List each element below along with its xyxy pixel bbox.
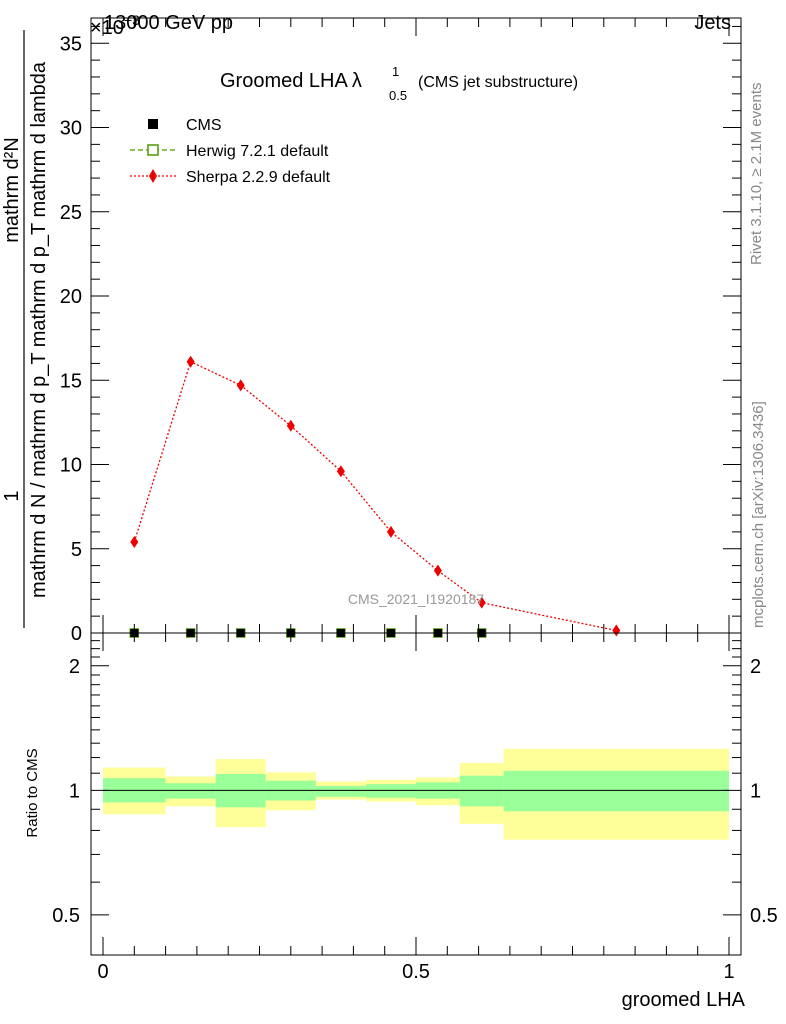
chart-title-sup: 1 (392, 64, 399, 79)
sherpa-point-1 (186, 355, 195, 368)
ratio-y-axis-label: Ratio to CMS (24, 748, 41, 837)
y-exponent-power: −3 (124, 12, 140, 28)
y-exponent-label: ×10−3 (90, 12, 140, 39)
ratio-ytick-label-left-2: 2 (69, 656, 80, 678)
ratio-xtick-label-0: 0 (97, 961, 108, 983)
sherpa-point-7 (477, 596, 486, 609)
main-ytick-label-6: 30 (60, 118, 82, 140)
ratio-ytick-label-right-0: 0.5 (750, 905, 778, 927)
mcplots-credit-label: mcplots.cern.ch [arXiv:1306.3436] (750, 401, 767, 628)
legend-label-sherpa: Sherpa 2.2.9 default (186, 169, 331, 186)
main-y-axis-label: 1 mathrm d²N mathrm d N / mathrm d p_T m… (1, 30, 50, 628)
ratio-xtick-label-2: 1 (723, 961, 734, 983)
ratio-band-inner-8 (503, 770, 729, 812)
y-exponent-base: ×10 (90, 17, 124, 39)
ratio-xtick-label-1: 0.5 (402, 961, 430, 983)
x-axis-label: groomed LHA (622, 989, 746, 1011)
main-ytick-label-5: 25 (60, 202, 82, 224)
legend-marker-cms (148, 119, 158, 129)
analysis-watermark: CMS_2021_I1920187 (348, 591, 484, 607)
chart-title: Groomed LHA λ (220, 70, 362, 92)
chart-title-text: Groomed LHA (220, 70, 348, 92)
chart-title-sub: 0.5 (389, 88, 407, 103)
ratio-ytick-label-right-2: 2 (750, 656, 761, 678)
ratio-ytick-label-left-1: 1 (69, 780, 80, 802)
main-ytick-label-2: 10 (60, 455, 82, 477)
y-label-denominator: mathrm d N / mathrm d p_T mathrm d p_T m… (28, 61, 50, 598)
sherpa-point-6 (433, 564, 442, 577)
legend-marker-sherpa (149, 169, 157, 183)
legend-label-herwig: Herwig 7.2.1 default (186, 143, 329, 160)
ratio-band-inner-5 (365, 784, 416, 798)
sherpa-point-3 (286, 419, 295, 432)
y-label-one: 1 (1, 490, 23, 501)
ratio-ytick-label-right-1: 1 (750, 780, 761, 802)
ratio-bands (103, 748, 729, 840)
axis-tick-labels: 0 5 10 15 20 25 30 35 0 0.5 1 0.5 0.5 1 1 2 2 (52, 33, 778, 983)
sherpa-point-2 (236, 379, 245, 392)
sherpa-point-8 (612, 624, 621, 637)
legend-marker-herwig (147, 144, 159, 156)
main-ytick-label-4: 20 (60, 286, 82, 308)
header-left-label: 13000 GeV pp (104, 12, 233, 34)
main-ytick-label-0: 0 (71, 623, 82, 645)
ratio-band-inner-4 (315, 785, 366, 797)
axis-ticks (91, 18, 741, 955)
header-right-label: Jets (694, 12, 731, 34)
sherpa-point-4 (336, 465, 345, 478)
ratio-ytick-label-left-0: 0.5 (52, 905, 80, 927)
legend: CMS Herwig 7.2.1 default Sherpa 2.2.9 de… (130, 117, 331, 186)
rivet-version-label: Rivet 3.1.10, ≥ 2.1M events (748, 83, 765, 266)
sherpa-point-0 (130, 536, 139, 549)
y-label-numerator: mathrm d²N (1, 137, 23, 243)
ratio-band-inner-1 (165, 783, 216, 799)
ratio-band-inner-7 (459, 775, 504, 807)
main-ytick-label-1: 5 (71, 539, 82, 561)
main-plot-frame (90, 17, 742, 634)
sherpa-point-5 (386, 525, 395, 538)
main-ytick-label-3: 15 (60, 370, 82, 392)
chart-title-lambda: λ (352, 70, 362, 92)
legend-label-cms: CMS (186, 117, 222, 134)
chart-title-note: (CMS jet substructure) (418, 74, 578, 91)
main-ytick-label-7: 35 (60, 33, 82, 55)
